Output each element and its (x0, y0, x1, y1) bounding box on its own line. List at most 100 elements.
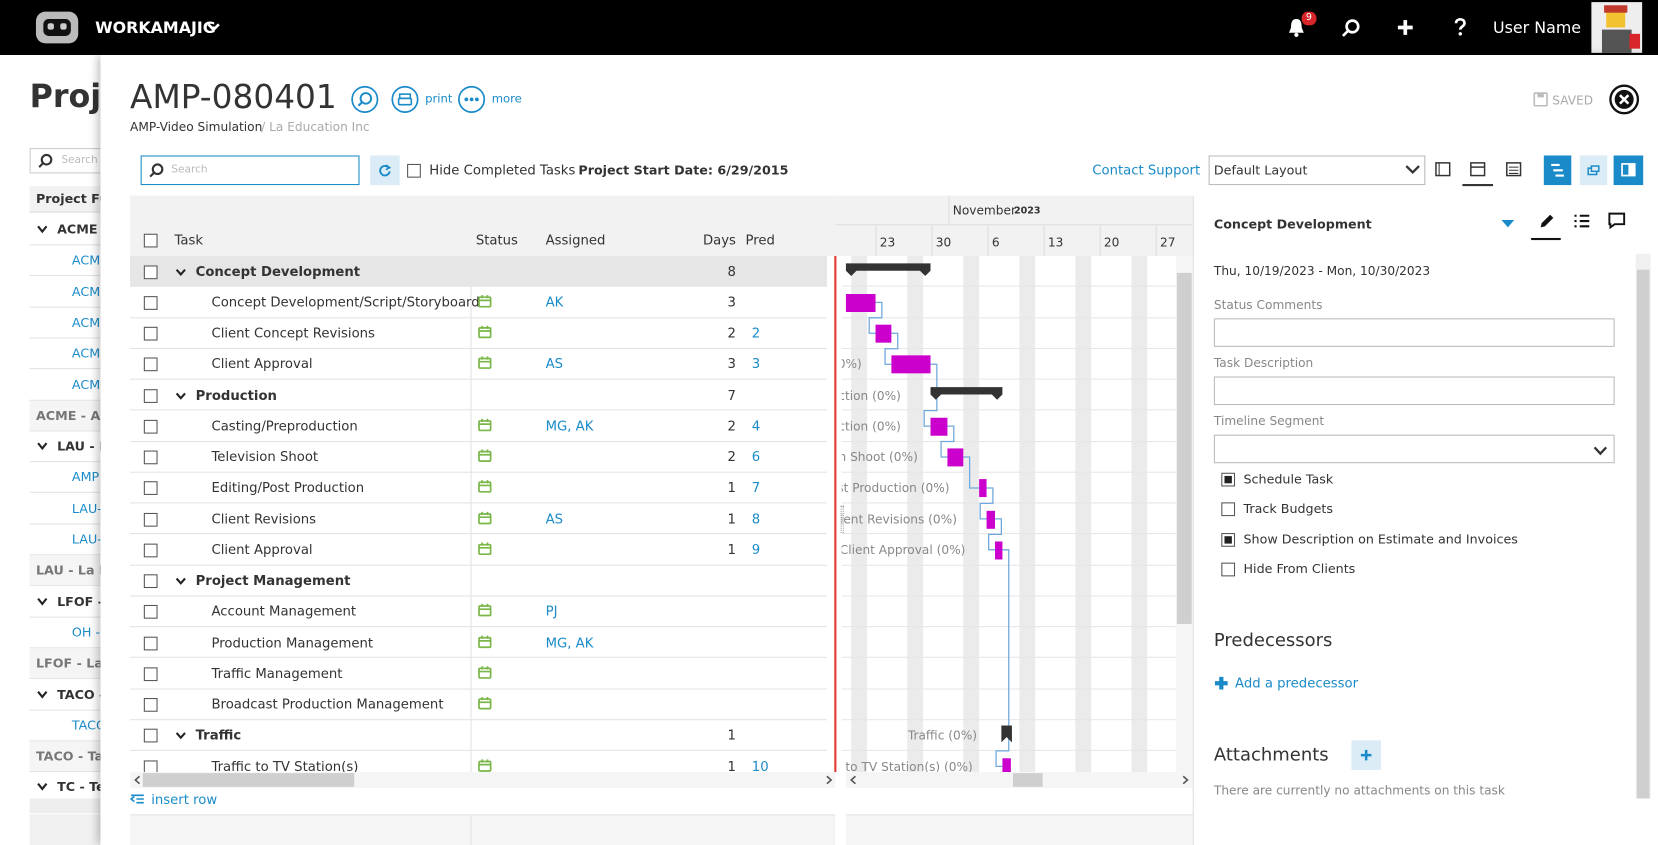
checkbox[interactable] (143, 233, 158, 248)
more-label[interactable]: more (491, 92, 522, 106)
checkbox[interactable] (143, 450, 158, 465)
close-button[interactable] (1608, 84, 1640, 116)
checkbox[interactable] (407, 163, 421, 178)
bg-project-link[interactable]: OH - (71, 624, 101, 640)
checkbox[interactable] (143, 605, 158, 620)
bg-project-link[interactable]: AMP (71, 469, 100, 485)
print-label[interactable]: print (425, 92, 453, 106)
add-predecessor[interactable]: Add a predecessor (1235, 674, 1359, 691)
assigned[interactable]: AS (545, 510, 564, 527)
task-name[interactable]: Broadcast Production Management (211, 696, 444, 712)
checkbox[interactable] (143, 543, 158, 558)
search-icon[interactable] (1341, 19, 1361, 38)
task-bar[interactable] (986, 510, 996, 529)
summary-bar[interactable] (845, 262, 931, 278)
milestone[interactable] (1001, 725, 1012, 745)
side-dropdown[interactable] (1501, 219, 1515, 228)
checkbox[interactable] (1221, 502, 1236, 517)
contact-support[interactable]: Contact Support (1092, 161, 1201, 178)
status-icon[interactable] (478, 480, 492, 494)
bg-row-caret[interactable] (37, 690, 48, 699)
side-vscroll-thumb[interactable] (1636, 269, 1650, 799)
more-button[interactable] (458, 85, 486, 113)
field-input[interactable] (1213, 318, 1615, 347)
predecessor[interactable]: 2 (751, 324, 761, 341)
status-icon[interactable] (478, 542, 492, 555)
refresh-button[interactable] (370, 155, 400, 186)
bg-project-link[interactable]: ACM (71, 284, 101, 299)
task-bar[interactable] (875, 324, 892, 343)
predecessor[interactable]: 4 (751, 417, 761, 434)
view-grid-only[interactable] (1435, 162, 1451, 177)
avatar[interactable] (1591, 2, 1643, 53)
bg-row-caret[interactable] (37, 225, 48, 234)
bg-project-link[interactable]: ACM (71, 253, 101, 268)
project-name[interactable]: AMP-Video Simulation (130, 119, 263, 135)
assigned[interactable]: AS (545, 355, 564, 372)
status-icon[interactable] (478, 449, 492, 463)
checkbox[interactable] (143, 419, 158, 434)
task-name[interactable]: Editing/Post Production (211, 479, 365, 496)
task-name[interactable]: Client Approval (211, 541, 313, 558)
print-button[interactable] (391, 85, 419, 113)
task-name[interactable]: Production Management (211, 634, 374, 651)
search-button[interactable] (351, 85, 379, 113)
task-name[interactable]: Client Revisions (211, 510, 317, 527)
bg-project-link[interactable]: ACM (71, 346, 101, 361)
task-bar[interactable] (979, 479, 987, 498)
assigned[interactable]: AK (545, 293, 564, 310)
gantt-hscroll-thumb[interactable] (1012, 773, 1043, 787)
task-name[interactable]: Traffic to TV Station(s) (211, 757, 359, 774)
bg-row-caret[interactable] (37, 597, 48, 606)
logo[interactable] (35, 11, 79, 45)
bg-row-caret[interactable] (37, 442, 48, 451)
gantt-scroll-right[interactable] (1181, 775, 1189, 785)
checkbox[interactable] (143, 295, 158, 310)
bg-project-link[interactable]: LAU- (71, 531, 102, 547)
status-icon[interactable] (478, 697, 492, 710)
grid-scroll-left[interactable] (133, 775, 141, 785)
status-icon[interactable] (478, 604, 492, 617)
checkbox[interactable] (143, 265, 158, 279)
task-name[interactable]: Traffic Management (211, 665, 343, 681)
bg-project-link[interactable]: ACM (71, 377, 101, 392)
predecessor[interactable]: 7 (751, 479, 761, 496)
predecessor[interactable]: 8 (751, 510, 761, 527)
status-icon[interactable] (478, 666, 492, 679)
task-bar[interactable] (930, 417, 948, 436)
field-input[interactable] (1213, 376, 1615, 406)
field-select[interactable] (1213, 434, 1615, 464)
task-bar[interactable] (947, 448, 964, 467)
status-icon[interactable] (478, 325, 492, 339)
status-icon[interactable] (478, 294, 492, 308)
predecessor[interactable]: 10 (751, 757, 769, 774)
task-name[interactable]: Client Approval (211, 355, 313, 372)
checkbox[interactable] (1221, 562, 1236, 577)
task-bar[interactable] (845, 293, 876, 312)
checkbox[interactable] (143, 512, 158, 527)
brand-chevron[interactable] (207, 22, 220, 33)
status-icon[interactable] (478, 758, 492, 772)
help-icon[interactable] (1454, 17, 1467, 37)
group-caret[interactable] (175, 732, 187, 740)
task-name[interactable]: Client Concept Revisions (211, 324, 375, 341)
splitter-handle[interactable] (840, 505, 844, 534)
task-name[interactable]: Concept Development/Script/Storyboard (211, 293, 480, 310)
checkbox[interactable] (143, 357, 158, 372)
status-icon[interactable] (478, 511, 492, 524)
checkbox[interactable] (143, 388, 158, 403)
checkbox[interactable] (143, 667, 158, 681)
grid-hscroll-thumb[interactable] (142, 773, 355, 787)
task-name[interactable]: Television Shoot (211, 448, 319, 465)
edit-tab[interactable] (1539, 213, 1556, 230)
task-bar[interactable] (995, 541, 1003, 560)
checkbox[interactable] (143, 481, 158, 496)
predecessor[interactable]: 9 (751, 541, 761, 558)
group-caret[interactable] (175, 577, 187, 585)
summary-bar[interactable] (930, 386, 1003, 402)
grid-scroll-right[interactable] (825, 775, 833, 785)
view-list[interactable] (1506, 162, 1522, 177)
add-predecessor-icon[interactable] (1214, 676, 1229, 691)
bg-row-caret[interactable] (37, 783, 48, 792)
bg-project-link[interactable]: LAU- (71, 500, 102, 516)
